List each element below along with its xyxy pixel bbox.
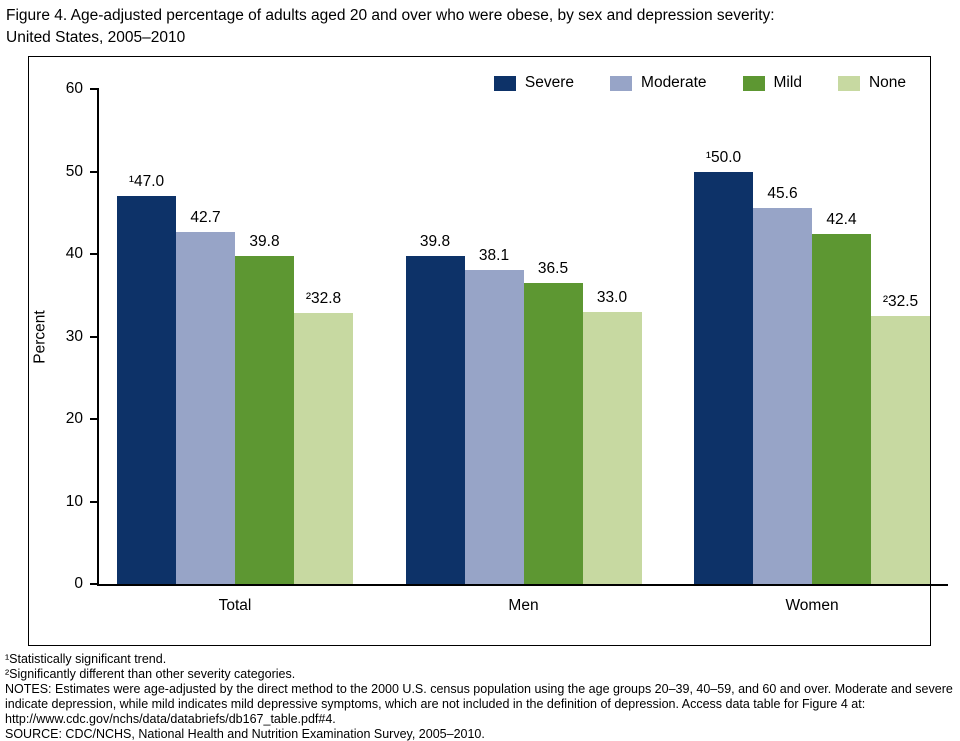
bar-group-men: 39.8 38.1 36.5 33.0 Men xyxy=(405,89,642,614)
bar-value-label: ¹50.0 xyxy=(705,148,742,166)
y-tick-label: 30 xyxy=(65,327,83,345)
bar-value-label: 45.6 xyxy=(767,184,798,202)
y-tick-mark xyxy=(90,335,99,338)
bar-none-men: 33.0 xyxy=(582,289,642,584)
footnotes: ¹Statistically significant trend. ²Signi… xyxy=(5,652,955,741)
bar-group-women: ¹50.0 45.6 42.4 ²32.5 Women xyxy=(694,89,930,614)
legend-item-none: None xyxy=(837,74,906,92)
bar-mild-total: 39.8 xyxy=(235,233,294,584)
x-category-label-men: Men xyxy=(508,597,539,614)
y-tick-mark xyxy=(90,583,99,585)
chart-frame: Severe Moderate Mild None Percent 0 10 20 30 40… xyxy=(28,56,948,646)
footnote-2: ²Significantly different than other seve… xyxy=(5,667,296,681)
bar-moderate-men: 38.1 xyxy=(464,247,524,584)
bar-value-label: 38.1 xyxy=(478,246,510,264)
bar-value-label: ¹47.0 xyxy=(128,173,165,191)
y-axis-title: Percent xyxy=(32,89,50,584)
x-category-label-total: Total xyxy=(218,597,252,614)
footnote-source: SOURCE: CDC/NCHS, National Health and Nu… xyxy=(5,727,485,741)
y-tick-50: 50 xyxy=(66,163,99,181)
legend-label-none: None xyxy=(868,74,906,91)
y-tick-30: 30 xyxy=(66,328,99,346)
legend-item-severe: Severe xyxy=(493,74,575,92)
y-tick-60: 60 xyxy=(66,80,99,98)
footnote-notes: NOTES: Estimates were age-adjusted by th… xyxy=(5,682,953,726)
y-tick-mark xyxy=(90,418,99,420)
y-tick-10: 10 xyxy=(66,493,99,511)
y-tick-mark xyxy=(90,170,99,173)
y-tick-40: 40 xyxy=(66,245,99,263)
y-axis-title-text: Percent xyxy=(32,309,50,364)
bar-value-label: 36.5 xyxy=(537,259,569,277)
figure-title-line2: United States, 2005–2010 xyxy=(6,28,186,46)
y-tick-0: 0 xyxy=(74,575,99,593)
y-tick-20: 20 xyxy=(66,410,99,428)
bar-none-women: ²32.5 xyxy=(871,293,930,584)
bar-mild-women: 42.4 xyxy=(812,211,871,584)
bar-value-label: ²32.5 xyxy=(882,292,919,310)
y-tick-mark xyxy=(90,88,99,90)
bar-severe-men: 39.8 xyxy=(405,233,465,584)
bar-value-label: 39.8 xyxy=(419,232,451,250)
footnote-1: ¹Statistically significant trend. xyxy=(5,652,167,666)
legend-item-moderate: Moderate xyxy=(610,74,707,92)
y-tick-label: 10 xyxy=(65,492,83,510)
legend-label-severe: Severe xyxy=(524,74,575,91)
plot-area: Percent 0 10 20 30 40 50 60 ¹47.0 42.7 39.8 ²32.8 T… xyxy=(32,80,948,614)
bar-value-label: ²32.8 xyxy=(305,290,342,308)
y-tick-label: 60 xyxy=(65,80,83,97)
legend-label-moderate: Moderate xyxy=(641,74,707,91)
legend-swatch-mild xyxy=(742,75,765,91)
legend-item-mild: Mild xyxy=(742,74,802,92)
bar-value-label: 33.0 xyxy=(596,288,628,306)
bar-severe-women: ¹50.0 xyxy=(694,149,753,584)
bar-moderate-total: 42.7 xyxy=(176,209,235,584)
y-tick-mark xyxy=(90,500,99,503)
bar-value-label: 42.7 xyxy=(190,208,221,226)
bar-none-total: ²32.8 xyxy=(294,290,353,584)
legend-swatch-moderate xyxy=(610,75,633,91)
figure-title: Figure 4. Age-adjusted percentage of adu… xyxy=(6,5,775,48)
bar-severe-total: ¹47.0 xyxy=(117,173,176,584)
y-tick-mark xyxy=(90,253,99,255)
legend-label-mild: Mild xyxy=(773,74,802,91)
bar-moderate-women: 45.6 xyxy=(753,185,812,584)
legend-swatch-severe xyxy=(493,75,516,91)
x-category-label-women: Women xyxy=(785,597,839,614)
bar-value-label: 42.4 xyxy=(826,211,857,229)
y-tick-label: 50 xyxy=(65,162,83,180)
bar-value-label: 39.8 xyxy=(249,232,280,250)
bar-mild-men: 36.5 xyxy=(523,260,583,584)
legend-swatch-none xyxy=(837,75,860,91)
bar-group-total: ¹47.0 42.7 39.8 ²32.8 Total xyxy=(117,89,353,614)
y-tick-label: 20 xyxy=(65,410,83,427)
y-tick-label: 40 xyxy=(65,245,83,262)
y-tick-label: 0 xyxy=(74,575,83,592)
legend: Severe Moderate Mild None xyxy=(493,74,906,92)
figure-title-line1: Figure 4. Age-adjusted percentage of adu… xyxy=(6,7,775,24)
